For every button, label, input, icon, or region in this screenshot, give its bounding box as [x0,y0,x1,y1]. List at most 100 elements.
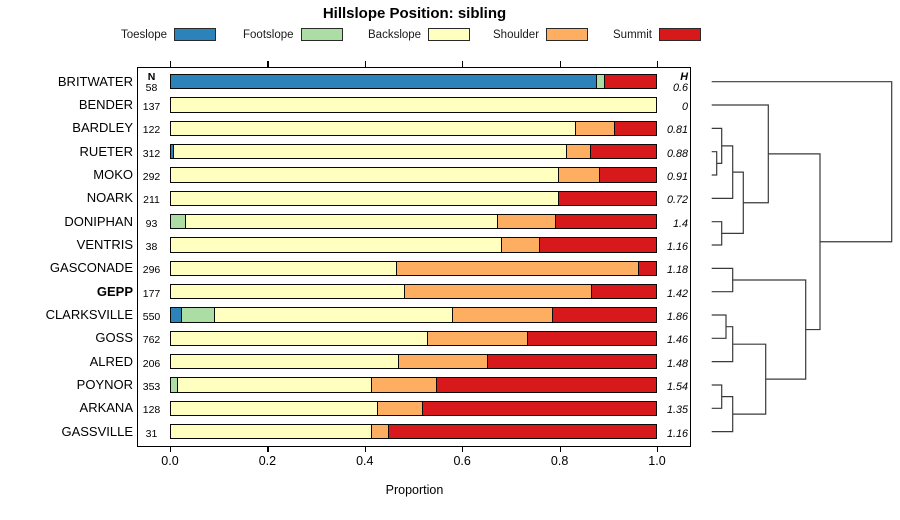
shannon-h-value: 1.86 [666,311,688,323]
bar-segment-backslope [170,330,429,347]
n-value: 550 [142,311,161,323]
series-label-gasconade: GASCONADE [49,260,133,276]
legend-label: Footslope [243,28,294,41]
series-label-clarksville: CLARKSVILLE [45,307,133,322]
legend-swatch [174,28,217,41]
x-tick-label: 0.8 [550,454,569,468]
bar-segment-summit [638,260,657,277]
bar-row [170,190,657,207]
axis-tick [170,61,172,67]
axis-tick [559,446,561,453]
bar-segment-shoulder [558,167,600,183]
bar-segment-summit [558,190,657,207]
dendrogram-link [711,81,893,243]
bar-row [170,400,657,417]
shannon-h-value: 1.54 [666,380,688,393]
bar-segment-footslope [181,307,216,323]
axis-tick [170,446,172,453]
bar-row [170,377,657,393]
series-label-rueter: RUETER [79,143,133,159]
bar-segment-backslope [170,260,398,277]
shannon-h-value: 1.16 [666,241,688,253]
bar-segment-shoulder [403,283,593,300]
shannon-h-value: 0.88 [666,147,688,160]
n-value: 38 [145,241,158,253]
shannon-h-value: 0.81 [666,124,688,137]
dendrogram-link [711,127,723,164]
legend-swatch [658,28,701,41]
legend-swatch [428,28,471,41]
bar-segment-summit [613,120,657,137]
shannon-h-value: 1.18 [666,264,688,277]
n-value: 296 [142,264,161,277]
dendrogram-link [711,267,734,293]
shannon-h-value: 1.42 [666,287,688,300]
series-label-poynor: POYNOR [76,376,133,392]
bar-segment-summit [551,307,657,323]
bar-row [170,423,657,440]
x-axis-title: Proportion [385,483,444,497]
bar-segment-shoulder [398,353,489,370]
shannon-h-value: 1.35 [666,404,688,417]
bar-segment-summit [554,213,657,230]
x-tick-label: 0.4 [356,454,374,468]
shannon-h-value: 0.91 [666,171,688,184]
n-value: 312 [142,147,161,160]
dendrogram-link [711,104,769,204]
shannon-h-value: H 0.6 [672,71,688,95]
series-label-britwater: BRITWATER [57,73,133,89]
series-label-alred: ALRED [89,353,133,369]
axis-tick [462,446,464,453]
bar-row [170,213,657,230]
bar-segment-shoulder [396,260,640,277]
shannon-h-value: 0.72 [666,194,688,207]
axis-tick [462,61,464,67]
series-label-bender: BENDER [78,97,133,113]
n-value: 353 [142,380,161,393]
bar-row [170,97,657,113]
bar-segment-backslope [170,237,503,253]
axis-tick [364,446,366,453]
bar-segment-summit [538,237,657,253]
legend-item-toeslope: Toeslope [121,27,217,42]
series-label-moko: MOKO [93,167,133,183]
bar-segment-backslope [170,353,400,370]
bar-segment-backslope [170,190,560,207]
plot-frame [137,66,692,447]
bar-segment-backslope [170,167,560,183]
n-value: 93 [145,217,158,230]
axis-tick [657,446,659,453]
dendrogram-link [711,221,723,246]
shannon-h-value: 1.4 [672,217,688,230]
n-value: 762 [142,334,161,347]
bar-row [170,73,657,90]
n-value: 177 [142,287,161,300]
shannon-h-value: 1.16 [666,427,688,440]
bar-row [170,237,657,253]
series-label-ventris: VENTRIS [76,237,133,252]
dendrogram-link [732,279,807,380]
dendrogram-link [721,171,744,234]
x-tick-label: 0.2 [258,454,277,468]
shannon-h-value: 0 [681,101,688,114]
axis-tick [559,61,561,67]
bar-row [170,143,657,160]
series-label-gepp: GEPP [96,283,133,299]
bar-segment-summit [589,143,657,160]
bar-row [170,120,657,137]
bar-segment-backslope [170,400,379,417]
x-tick-label: 0.0 [161,454,179,468]
h-column-header: H [680,71,688,84]
x-tick-label: 1.0 [648,454,666,468]
axis-tick [364,61,366,67]
bar-segment-backslope [176,377,373,393]
series-label-doniphan: DONIPHAN [64,213,133,229]
legend-item-backslope: Backslope [368,27,471,42]
bar-segment-shoulder [371,423,390,440]
bar-row [170,353,657,370]
bar-row [170,167,657,183]
bar-segment-summit [421,400,657,417]
axis-tick [267,61,269,67]
n-value: N 58 [145,71,158,95]
